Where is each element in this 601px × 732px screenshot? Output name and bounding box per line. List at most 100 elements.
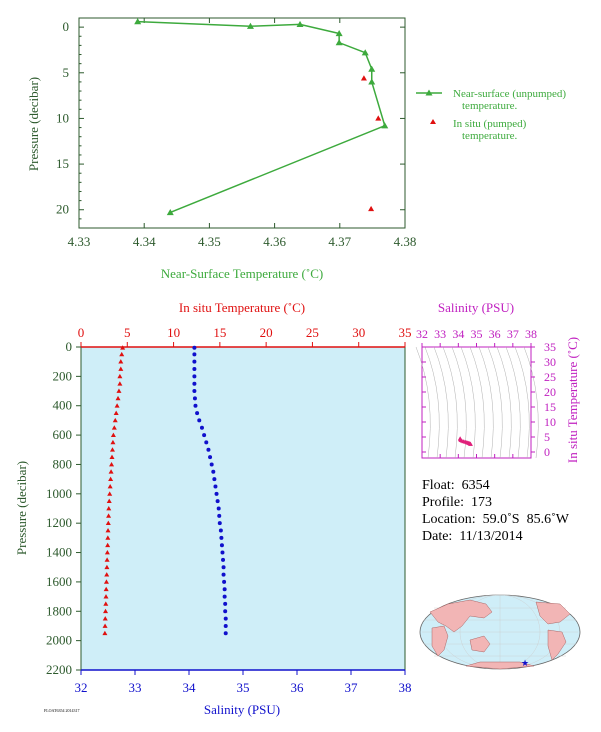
map-south-america [547, 629, 567, 661]
temp-tick-label: 5 [124, 325, 131, 340]
unpumped-temperature-point [335, 30, 343, 37]
salinity-point [204, 440, 209, 445]
salinity-point [197, 418, 202, 423]
density-contour-line [424, 346, 440, 459]
inset-salinity-tick-label: 38 [525, 327, 537, 341]
temperature-point [112, 417, 118, 423]
temperature-point [107, 483, 113, 489]
salinity-point [222, 579, 227, 584]
legend-marker-pumped [430, 119, 436, 124]
pressure-tick-label: 600 [53, 427, 73, 442]
map-australia [469, 635, 491, 653]
temperature-point [117, 381, 123, 386]
salinity-tick-label: 35 [237, 680, 250, 695]
inset-density-contours [415, 346, 539, 459]
salinity-point [217, 521, 222, 526]
top-x-tick-label: 4.37 [328, 234, 351, 249]
pumped-temperature-point [360, 75, 367, 81]
unpumped-temperature-point [381, 122, 389, 129]
top-x-tick-label: 4.33 [68, 234, 91, 249]
float-info: Float: 6354 Profile: 173 Location: 59.0˚… [422, 477, 569, 545]
pressure-tick-label: 200 [53, 368, 73, 383]
top-axes: 4.33 4.34 4.35 4.36 4.37 4.38 0 5 10 15 20 [56, 18, 416, 249]
salinity-point [218, 528, 223, 533]
salinity-point [206, 447, 211, 452]
temperature-point [104, 572, 110, 577]
density-contour-line [415, 346, 431, 459]
top-y-tick-label: 10 [56, 110, 69, 125]
salinity-point [213, 484, 218, 489]
pressure-tick-label: 1000 [46, 486, 72, 501]
temperature-point [114, 403, 120, 408]
temp-tick-label: 35 [399, 325, 412, 340]
pressure-tick-label: 1200 [46, 515, 72, 530]
inset-temp-tick-label: 10 [544, 415, 556, 429]
inset-temp-tick-label: 35 [544, 340, 556, 354]
inset-temp-tick-label: 5 [544, 430, 550, 444]
legend-label-unpumped-1: Near-surface (unpumped) [453, 88, 566, 100]
legend: Near-surface (unpumped) temperature. In … [416, 88, 566, 142]
unpumped-temperature-point [166, 208, 174, 216]
inset-temp-tick-label: 0 [544, 445, 550, 459]
temperature-point [104, 550, 110, 555]
unpumped-temperature-point [246, 22, 254, 29]
legend-label-pumped-1: In situ (pumped) [453, 118, 527, 130]
salinity-point [209, 462, 214, 467]
salinity-tick-label: 32 [75, 680, 88, 695]
map-north-america [535, 601, 571, 625]
density-contour-line [433, 346, 449, 459]
unpumped-temperature-point [335, 39, 343, 46]
temperature-point [109, 454, 115, 459]
temp-tick-label: 20 [260, 325, 273, 340]
inset-temp-tick-label: 25 [544, 370, 556, 384]
salinity-point [192, 396, 197, 401]
profile-chart: 0 5 10 15 20 25 30 35 32 33 34 35 36 37 38 0 200 400 600 80… [14, 300, 412, 717]
date: Date: 11/13/2014 [422, 529, 523, 544]
temperature-point [106, 498, 112, 504]
top-x-tick-label: 4.38 [394, 234, 417, 249]
salinity-point [192, 389, 197, 394]
density-contour-line [487, 346, 503, 459]
density-contour-line [514, 346, 530, 459]
top-series [134, 18, 389, 216]
top-y-tick-label: 15 [56, 156, 69, 171]
profile-bottom-x-axis-label: Salinity (PSU) [204, 702, 280, 717]
temperature-point [108, 469, 114, 474]
inset-salinity-tick-label: 35 [471, 327, 483, 341]
salinity-tick-label: 34 [183, 680, 197, 695]
pressure-tick-label: 1400 [46, 545, 72, 560]
inset-temp-tick-label: 20 [544, 385, 556, 399]
density-contour-line [451, 346, 467, 459]
pressure-tick-label: 1600 [46, 574, 72, 589]
temperature-point [106, 506, 112, 511]
density-contour-line [496, 346, 512, 459]
legend-label-pumped-2: temperature. [462, 130, 518, 142]
temperature-point [103, 586, 109, 592]
temperature-point [104, 557, 110, 562]
density-contour-line [460, 346, 476, 459]
salinity-tick-label: 38 [399, 680, 412, 695]
inset-temp-tick-label: 15 [544, 400, 556, 414]
map-africa [431, 625, 449, 657]
temp-tick-label: 15 [213, 325, 226, 340]
top-y-tick-label: 20 [56, 202, 69, 217]
salinity-point [214, 491, 219, 496]
pressure-tick-label: 2000 [46, 633, 72, 648]
salinity-point [222, 594, 227, 599]
salinity-point [223, 616, 228, 621]
salinity-point [221, 565, 226, 570]
map-land [429, 599, 571, 670]
salinity-point [215, 499, 220, 504]
salinity-tick-label: 37 [345, 680, 359, 695]
temperature-point [104, 564, 110, 570]
salinity-point [220, 550, 225, 555]
temperature-point [110, 439, 116, 445]
pressure-tick-label: 400 [53, 398, 73, 413]
salinity-point [223, 609, 228, 614]
near-surface-temperature-chart: 4.33 4.34 4.35 4.36 4.37 4.38 0 5 10 15 20 Near-Su… [26, 17, 416, 281]
salinity-point [199, 425, 204, 430]
unpumped-temperature-point [361, 49, 369, 56]
temp-tick-label: 30 [352, 325, 365, 340]
float-id: Float: 6354 [422, 478, 490, 493]
